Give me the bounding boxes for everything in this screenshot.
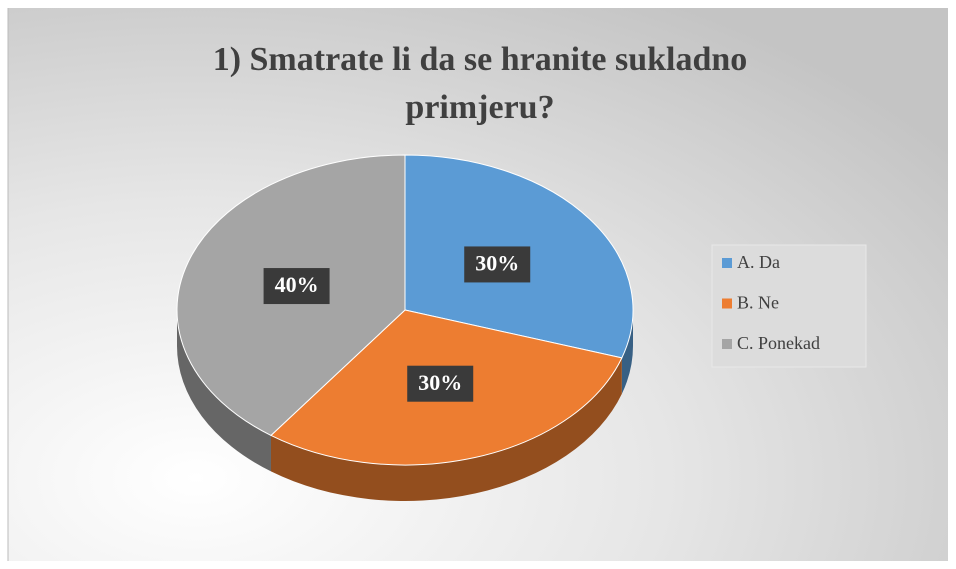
legend-swatch — [722, 339, 732, 349]
label-box — [263, 268, 330, 305]
legend-swatch — [722, 298, 732, 309]
legend-label: C. Ponekad — [737, 333, 820, 353]
legend-swatch — [722, 258, 732, 268]
slice-side — [177, 310, 271, 472]
legend — [711, 244, 867, 368]
slice-side — [621, 310, 633, 394]
data-label: 30% — [475, 250, 519, 275]
label-box — [407, 365, 474, 402]
data-label: 30% — [418, 370, 462, 395]
label-box — [464, 246, 531, 283]
chart-title: 1) Smatrate li da se hranite sukladno pr… — [212, 41, 748, 126]
slice-side — [270, 357, 622, 502]
legend-label: A. Da — [737, 252, 780, 272]
legend-label: B. Ne — [737, 293, 779, 313]
data-label: 40% — [275, 272, 319, 297]
